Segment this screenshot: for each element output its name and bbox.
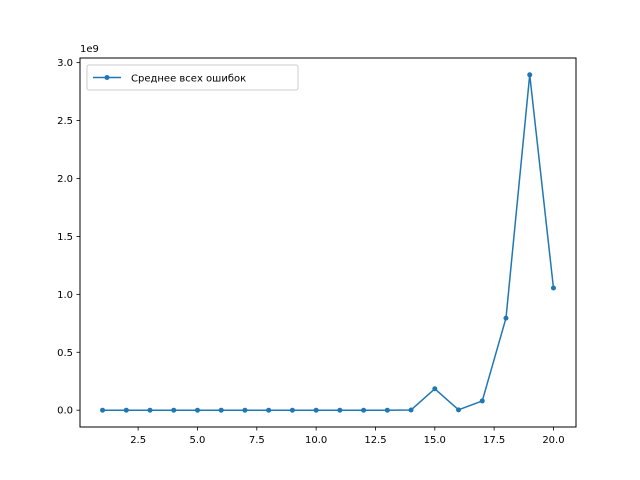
y-tick-label: 3.0 xyxy=(57,58,73,69)
data-point xyxy=(337,407,343,413)
legend-box xyxy=(86,64,299,91)
x-tick-label: 7.5 xyxy=(249,435,265,446)
data-point xyxy=(194,407,200,413)
y-tick-label: 1.5 xyxy=(57,232,73,243)
data-point xyxy=(456,407,462,413)
data-point xyxy=(313,407,319,413)
data-point xyxy=(479,398,485,404)
x-tick-label: 12.5 xyxy=(364,435,386,446)
data-point xyxy=(100,407,106,413)
y-tick-label: 1.0 xyxy=(57,290,73,301)
data-point xyxy=(408,407,414,413)
y-tick-label: 0.0 xyxy=(57,406,73,417)
data-point xyxy=(361,407,367,413)
y-offset-label: 1e9 xyxy=(80,44,99,55)
series-line xyxy=(102,74,555,411)
y-tick-label: 2.0 xyxy=(57,174,73,185)
axes-frame xyxy=(79,57,577,428)
data-point xyxy=(550,285,556,291)
data-point xyxy=(242,407,248,413)
x-tick-label: 17.5 xyxy=(483,435,505,446)
plot-area xyxy=(100,72,556,413)
data-point xyxy=(171,407,177,413)
data-point xyxy=(123,407,129,413)
legend-marker-swatch xyxy=(104,75,110,80)
data-point xyxy=(289,407,295,413)
x-tick-label: 10.0 xyxy=(305,435,327,446)
y-tick-label: 2.5 xyxy=(57,116,73,127)
data-point xyxy=(432,386,438,392)
data-point xyxy=(503,315,509,321)
data-point xyxy=(527,72,533,78)
data-point xyxy=(147,407,153,413)
x-tick-label: 2.5 xyxy=(130,435,146,446)
data-point xyxy=(218,407,224,413)
x-tick-label: 20.0 xyxy=(542,435,564,446)
y-axis-ticks: 0.0 0.5 1.0 1.5 2.0 2.5 3.0 xyxy=(57,58,80,417)
y-tick-label: 0.5 xyxy=(57,348,73,359)
data-point xyxy=(266,407,272,413)
x-axis-ticks: 2.5 5.0 7.5 10.0 12.5 15.0 17.5 20.0 xyxy=(130,427,565,446)
legend: Среднее всех ошибок xyxy=(86,64,299,91)
x-tick-label: 5.0 xyxy=(190,435,206,446)
data-point xyxy=(384,407,390,413)
legend-label: Среднее всех ошибок xyxy=(131,74,246,85)
x-tick-label: 15.0 xyxy=(424,435,446,446)
